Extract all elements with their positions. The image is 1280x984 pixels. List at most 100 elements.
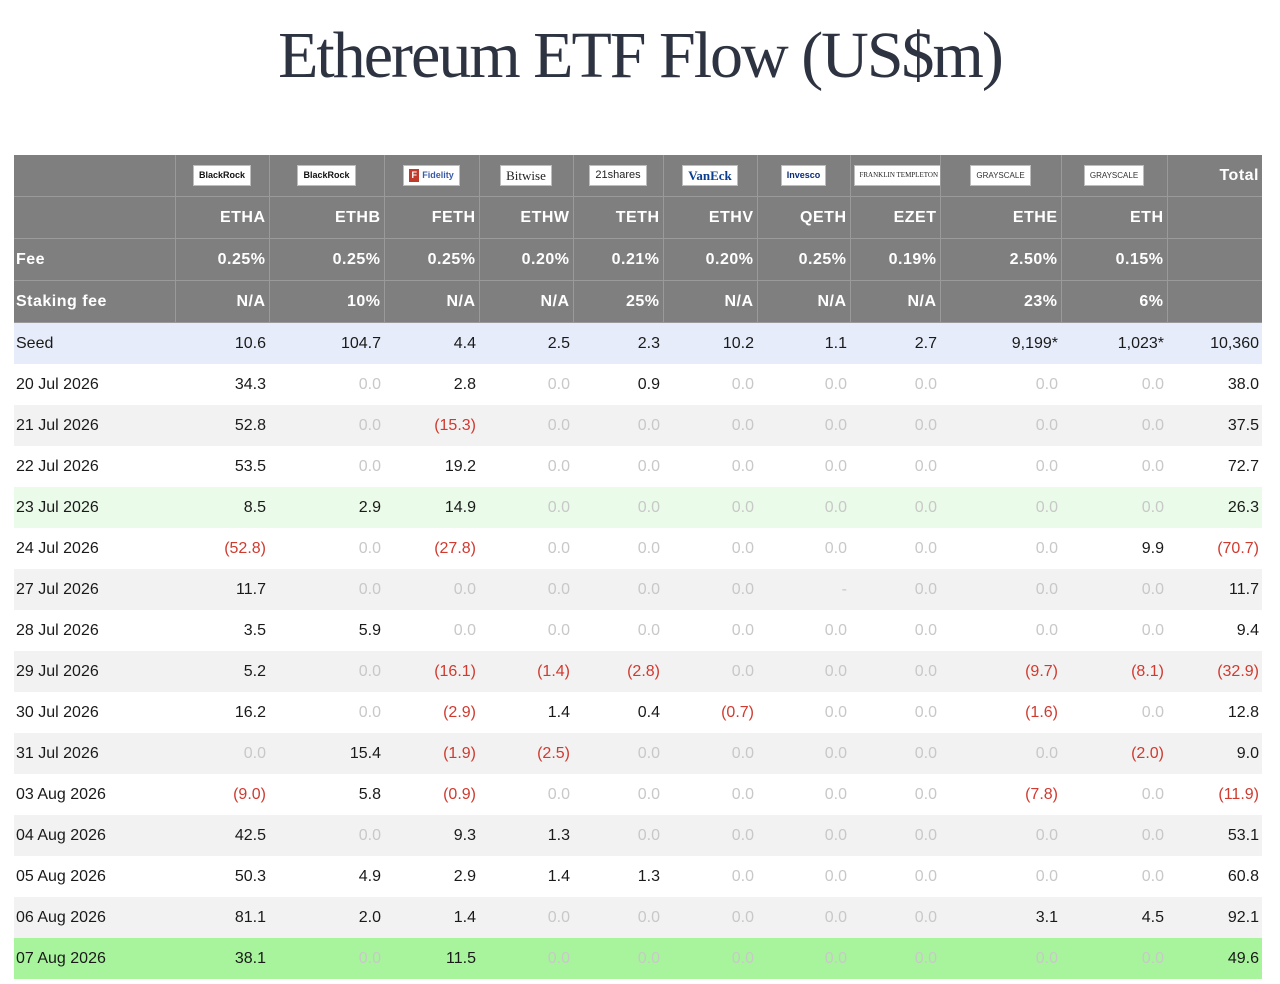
flow-cell: 0.0 <box>269 364 384 405</box>
flow-cell: 10.2 <box>663 322 757 364</box>
flow-cell: 2.0 <box>269 897 384 938</box>
flow-cell: 0.0 <box>663 364 757 405</box>
flow-cell: 0.0 <box>663 815 757 856</box>
flow-cell: 0.0 <box>940 938 1061 979</box>
row-total: 10,360 <box>1167 322 1262 364</box>
flow-cell: 0.0 <box>757 610 850 651</box>
ticker-cell: ETH <box>1061 196 1168 239</box>
flow-cell: 0.0 <box>940 610 1061 651</box>
staking-fee-cell: 6% <box>1061 280 1168 323</box>
flow-cell: 0.0 <box>1061 938 1167 979</box>
staking-fee-cell: N/A <box>479 280 574 323</box>
staking-fee-cell: N/A <box>757 280 851 323</box>
flow-cell: 8.5 <box>175 487 269 528</box>
table-row: 24 Jul 2026 (52.8) 0.0 (27.8) 0.0 0.0 0.0 0.0 0.… <box>14 528 1262 569</box>
flow-cell: 0.0 <box>1061 815 1167 856</box>
flow-cell: 104.7 <box>269 322 384 364</box>
row-total: 11.7 <box>1167 569 1262 610</box>
row-total: (70.7) <box>1167 528 1262 569</box>
flow-cell: 0.0 <box>940 364 1061 405</box>
table-row: 27 Jul 2026 11.7 0.0 0.0 0.0 0.0 0.0-0.0 0.0 0.0… <box>14 569 1262 610</box>
flow-cell: 1.4 <box>384 897 479 938</box>
fee-cell: 2.50% <box>940 238 1062 281</box>
flow-cell: 0.0 <box>269 446 384 487</box>
fee-cell: 0.25% <box>269 238 385 281</box>
total-header: Total <box>1167 155 1262 197</box>
flow-cell: 16.2 <box>175 692 269 733</box>
flow-cell: 2.9 <box>384 856 479 897</box>
fee-cell: 0.25% <box>384 238 480 281</box>
flow-cell: 9,199* <box>940 322 1061 364</box>
table-row: 07 Aug 2026 38.1 0.0 11.5 0.0 0.0 0.0 0.0 0.0 0.0… <box>14 938 1262 979</box>
flow-cell: 0.0 <box>850 651 940 692</box>
flow-cell: 0.0 <box>479 364 573 405</box>
fee-row: Fee 0.25% 0.25% 0.25% 0.20% 0.21% 0.20% 0.25% 0.… <box>14 238 1262 281</box>
ticker-cell: ETHV <box>663 196 758 239</box>
flow-cell: 0.0 <box>757 938 850 979</box>
blackrock-logo: BlackRock <box>297 165 356 186</box>
flow-cell: 0.0 <box>479 569 573 610</box>
flow-cell: 0.0 <box>757 364 850 405</box>
flow-cell: 0.0 <box>573 610 663 651</box>
ticker-cell: QETH <box>757 196 851 239</box>
flow-cell: 0.0 <box>663 405 757 446</box>
flow-cell: (52.8) <box>175 528 269 569</box>
seed-row: Seed 10.6 104.7 4.4 2.5 2.3 10.2 1.1 2.7 9,199* 1,… <box>14 322 1262 364</box>
flow-cell: 0.0 <box>757 897 850 938</box>
flow-cell: 53.5 <box>175 446 269 487</box>
flow-cell: (9.7) <box>940 651 1061 692</box>
issuer-cell: Invesco <box>757 155 851 197</box>
grayscale-logo: GRAYSCALE <box>970 165 1031 186</box>
row-date: 20 Jul 2026 <box>14 364 175 405</box>
flow-cell: 0.0 <box>757 528 850 569</box>
ticker-label-cell <box>14 196 176 239</box>
flow-cell: 1.3 <box>479 815 573 856</box>
fee-total-cell <box>1167 238 1262 281</box>
flow-cell: 0.0 <box>479 610 573 651</box>
table-row: 22 Jul 2026 53.5 0.0 19.2 0.0 0.0 0.0 0.0 0.0 0.0… <box>14 446 1262 487</box>
flow-cell: 0.0 <box>573 446 663 487</box>
flow-cell: 0.0 <box>479 487 573 528</box>
flow-cell: 0.0 <box>1061 692 1167 733</box>
flow-cell: 0.0 <box>479 897 573 938</box>
staking-fee-cell: 25% <box>573 280 664 323</box>
fee-cell: 0.21% <box>573 238 664 281</box>
flow-cell: 0.0 <box>479 405 573 446</box>
flow-cell: 0.0 <box>757 815 850 856</box>
flow-cell: 50.3 <box>175 856 269 897</box>
table-row: 21 Jul 2026 52.8 0.0 (15.3) 0.0 0.0 0.0 0.0 0.0 0… <box>14 405 1262 446</box>
flow-cell: (2.0) <box>1061 733 1167 774</box>
issuer-cell: BlackRock <box>269 155 385 197</box>
flow-cell: 0.0 <box>269 528 384 569</box>
flow-cell: 0.0 <box>573 405 663 446</box>
flow-cell: 0.0 <box>757 856 850 897</box>
flow-cell: 0.0 <box>850 528 940 569</box>
flow-cell: 10.6 <box>175 322 269 364</box>
flow-cell: 4.4 <box>384 322 479 364</box>
flow-cell: 0.0 <box>757 405 850 446</box>
row-total: 12.8 <box>1167 692 1262 733</box>
flow-cell: 14.9 <box>384 487 479 528</box>
flow-cell: 0.0 <box>757 733 850 774</box>
flow-cell: 5.8 <box>269 774 384 815</box>
row-total: 26.3 <box>1167 487 1262 528</box>
bitwise-logo: Bitwise <box>500 165 552 186</box>
flow-cell: (0.7) <box>663 692 757 733</box>
flow-cell: (15.3) <box>384 405 479 446</box>
flow-cell: 0.0 <box>663 487 757 528</box>
flow-cell: (1.4) <box>479 651 573 692</box>
flow-cell: (0.9) <box>384 774 479 815</box>
flow-cell: 0.0 <box>663 938 757 979</box>
row-date: 27 Jul 2026 <box>14 569 175 610</box>
flow-cell: 15.4 <box>269 733 384 774</box>
flow-cell: 0.0 <box>940 733 1061 774</box>
grayscale-logo: GRAYSCALE <box>1083 165 1145 186</box>
ticker-cell: ETHB <box>269 196 385 239</box>
flow-cell: 0.0 <box>175 733 269 774</box>
fee-cell: 0.20% <box>663 238 758 281</box>
fee-cell: 0.19% <box>850 238 941 281</box>
staking-fee-cell: N/A <box>850 280 941 323</box>
issuer-cell: GRAYSCALE <box>940 155 1062 197</box>
ticker-cell: TETH <box>573 196 664 239</box>
flow-cell: 0.0 <box>663 733 757 774</box>
